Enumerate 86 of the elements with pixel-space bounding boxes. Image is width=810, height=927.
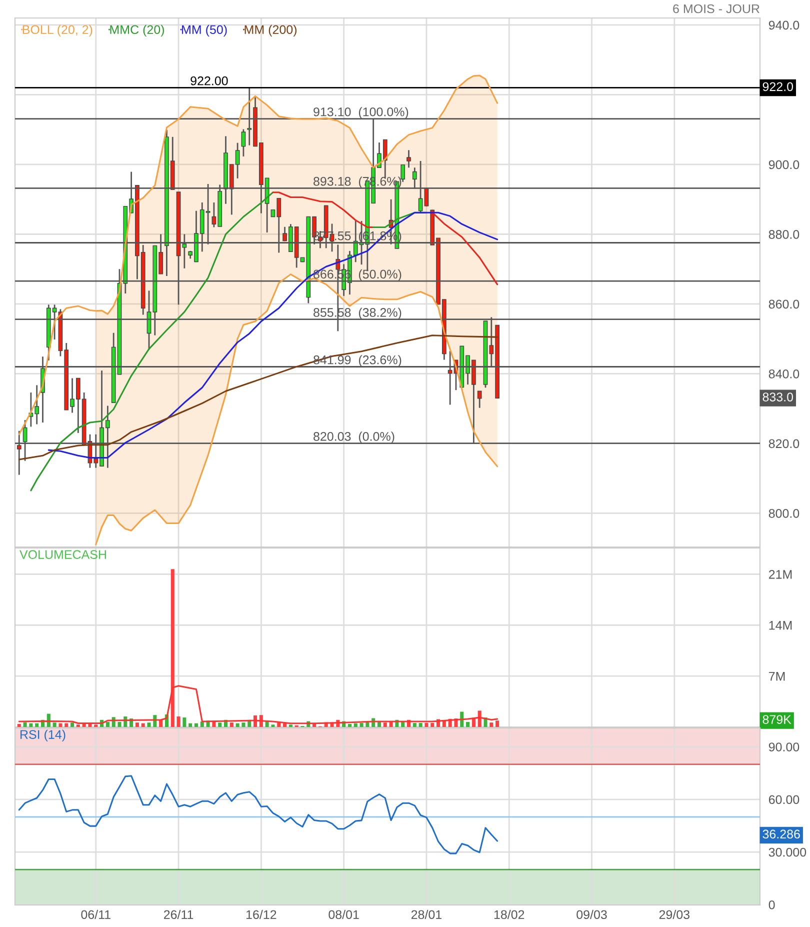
bar [64,723,68,727]
y-tick-label: 900.0 [768,160,800,170]
x-tick-label: 06/11 [81,910,110,920]
legend-label: MM (200) [244,24,296,37]
line-series [272,192,374,228]
bar [29,723,33,727]
ref-line-label: 922.00 [190,76,228,86]
y-tick-label: 7M [768,672,785,681]
y-tick-label: 840.0 [768,369,800,378]
bar [218,722,222,727]
bar [182,717,186,727]
x-tick-label: 29/03 [659,910,690,920]
ref-line-label: 913.10 (100.0%) [314,107,408,119]
bar [188,723,192,727]
bar [17,724,21,727]
y-tick-label: 90.00 [768,742,800,752]
y-tick-label: 14M [769,621,792,630]
y-tick-label: 0 [768,900,775,910]
bar [58,723,62,727]
bar [52,722,56,727]
legend-label: BOLL (20, 2) [22,24,92,37]
candlestick [406,149,411,168]
y-tick-label: 940.0 [768,20,800,30]
candlestick [400,164,406,183]
bar [118,722,122,727]
y-tick-label: 30.000 [768,848,806,857]
text: 36.286 [762,830,800,839]
bar [106,722,110,727]
bar [230,722,234,727]
bar [170,569,174,727]
x-tick-label: 18/02 [494,910,524,920]
y-tick-label: 800.0 [768,508,800,518]
line-series [18,775,498,854]
annotation: 922.0 [762,82,794,92]
annotation: 879K [762,715,792,724]
bar [176,716,180,727]
y-tick-label: 60.00 [768,795,800,804]
x-tick-label: 09/03 [576,910,607,920]
x-tick-label: 26/11 [164,910,194,920]
bar [242,722,246,727]
bar [466,722,470,727]
bar [283,723,287,727]
y-tick-label: 21M [768,570,792,579]
y-tick-label: 860.0 [768,300,800,309]
bar [147,722,151,727]
x-tick-label: 08/01 [328,910,359,920]
candlestick [477,390,482,409]
ref-line-label: 820.03 (0.0%) [314,432,394,444]
bar [277,722,281,727]
bar [82,724,86,727]
x-tick-label: 16/12 [246,910,276,920]
bar [496,720,500,727]
bar [348,724,352,727]
bar [460,712,464,727]
line-series [18,685,498,724]
x-tick-label: 28/01 [411,910,442,920]
bar [418,722,422,727]
bar [360,722,364,727]
line-series [30,192,274,492]
bar [35,723,39,727]
bar [194,723,198,727]
bar [490,722,494,727]
candlestick [241,128,246,158]
bar [412,722,416,727]
bar [23,722,27,727]
bar [236,723,240,727]
annotation: 833.0 [762,392,794,402]
bar [88,724,92,727]
legend-label: MM (50) [182,24,227,37]
bar [430,722,434,727]
line-series [432,212,498,286]
y-tick-label: 880.0 [768,230,800,239]
bar [354,723,358,727]
bar [135,722,139,727]
legend-label: MMC (20) [110,24,164,37]
bar [70,722,74,727]
chart-title: VOLUMECASH [20,550,106,559]
bar [159,720,163,727]
chart-subtitle: 6 MOIS - JOUR [673,4,760,14]
bar [366,722,370,727]
bar [424,722,428,727]
bar [383,722,387,727]
y-tick-label: 820.0 [768,439,800,448]
bar [478,710,482,727]
chart-title: RSI (14) [20,730,66,742]
bar [141,723,145,727]
